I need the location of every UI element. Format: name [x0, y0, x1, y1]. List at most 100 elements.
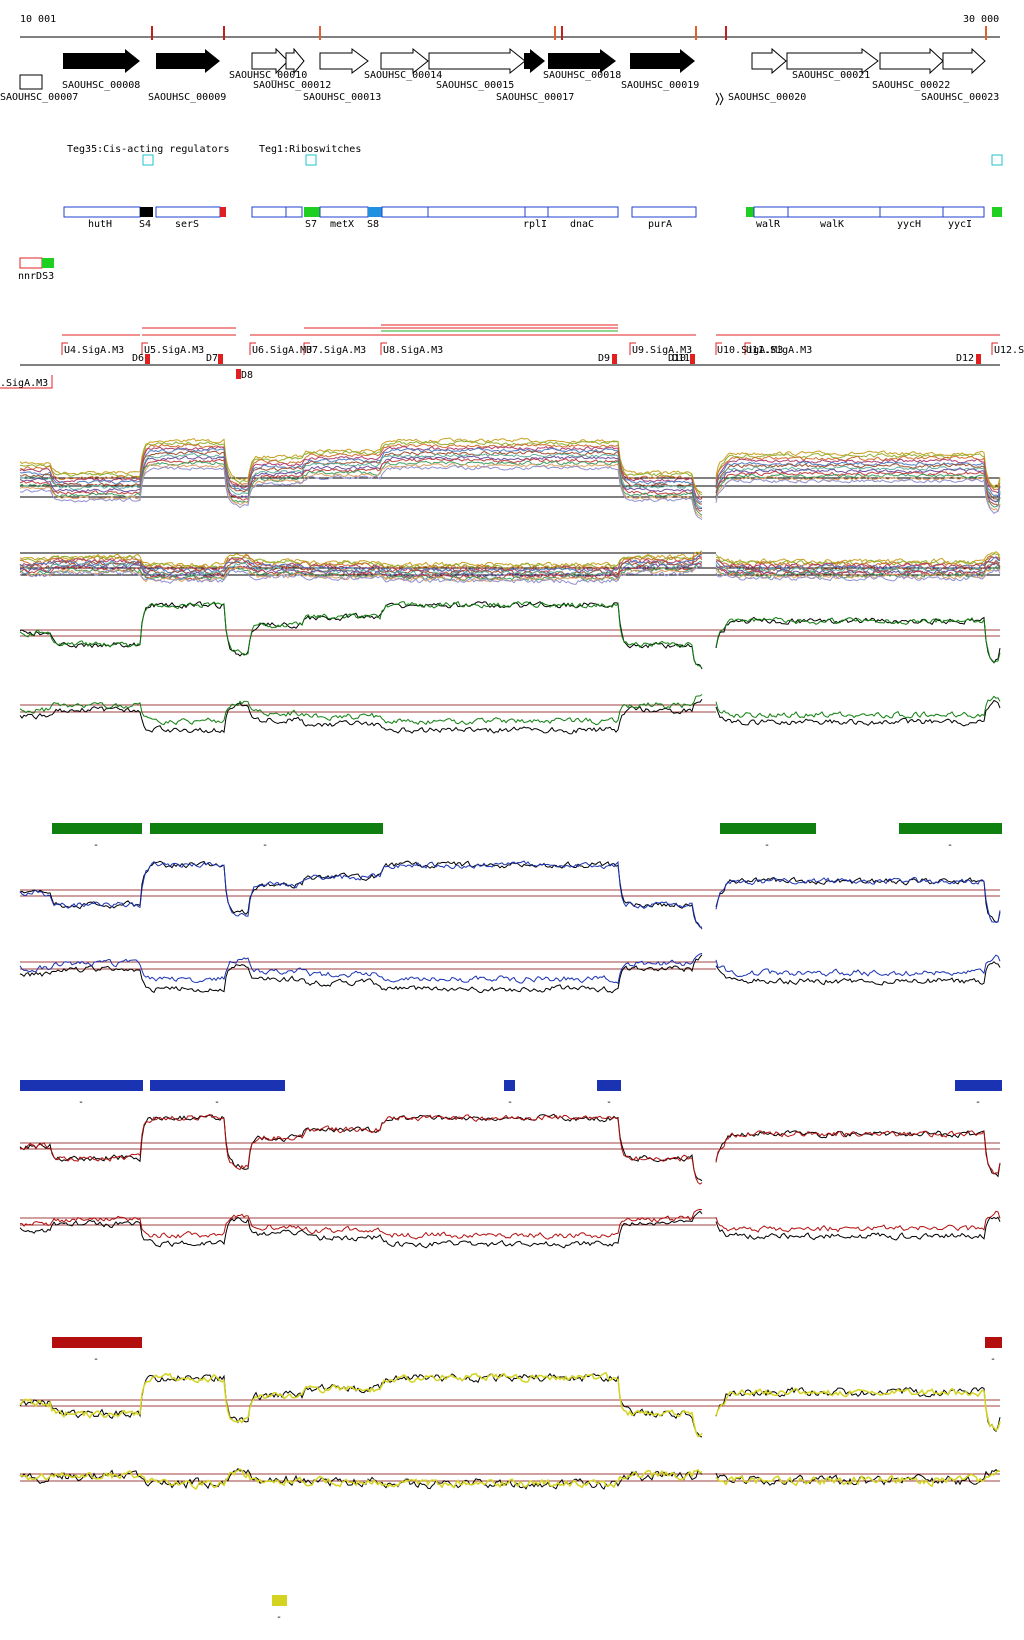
break-icon	[715, 92, 724, 106]
annotation-label: S4	[139, 219, 151, 230]
signal-trace	[19, 455, 1001, 509]
gene-label: SAOUHSC_00009	[148, 92, 226, 103]
regulator-track: Teg35:Cis-acting regulators Teg1:Riboswi…	[67, 144, 1003, 166]
terminator-mark[interactable]	[612, 354, 617, 364]
annotation-box[interactable]	[631, 206, 697, 218]
terminator-label: D11	[672, 353, 690, 364]
annotation-box[interactable]	[753, 206, 985, 218]
gene-shape[interactable]	[380, 47, 429, 75]
segment-marker: -	[214, 1097, 220, 1108]
signal-trace	[19, 463, 1001, 518]
annotation-box[interactable]	[63, 206, 141, 218]
signal-trace	[19, 1210, 1001, 1249]
signal-trace	[19, 1113, 1001, 1182]
small-rna-track: nnrDS3	[18, 257, 54, 282]
small-rna-box[interactable]	[19, 257, 43, 269]
signal-trace	[19, 554, 1001, 574]
segment-marker: -	[93, 840, 99, 851]
signal-trace	[20, 1208, 1001, 1240]
small-rna-box[interactable]	[42, 258, 54, 268]
terminator-label: D7	[206, 353, 218, 364]
annotation-box[interactable]	[381, 206, 619, 218]
gene-shape[interactable]	[751, 47, 787, 75]
annotation-box[interactable]	[746, 207, 754, 217]
segment-bar[interactable]	[150, 1080, 285, 1091]
segment-bar[interactable]	[720, 823, 816, 834]
gene-shape[interactable]	[156, 49, 220, 73]
terminator-mark[interactable]	[690, 354, 695, 364]
annotation-box[interactable]	[140, 207, 153, 217]
annotation-box[interactable]	[251, 206, 303, 218]
promoter-label: U8.SigA.M3	[383, 345, 443, 356]
gene-label: SAOUHSC_00020	[728, 92, 806, 103]
signal-trace	[19, 450, 1001, 505]
segment-bar[interactable]	[20, 1080, 143, 1091]
annotation-box[interactable]	[319, 206, 369, 218]
promoter-label: U4.SigA.M3	[64, 345, 124, 356]
terminator-mark[interactable]	[236, 369, 241, 379]
gene-shape[interactable]	[879, 47, 944, 75]
gene-shape[interactable]	[942, 47, 986, 75]
regulator-box[interactable]	[991, 154, 1003, 166]
segment-bar[interactable]	[150, 823, 383, 834]
signal-trace	[19, 447, 1001, 504]
annotation-box[interactable]	[220, 207, 226, 217]
segment-marker: -	[507, 1097, 513, 1108]
segment-bar[interactable]	[985, 1337, 1002, 1348]
annotation-box[interactable]	[155, 206, 221, 218]
signal-trace	[19, 600, 1001, 669]
promoter-label: U10.SigA.M3	[717, 345, 783, 356]
gene-shape[interactable]	[630, 49, 695, 73]
terminator-mark[interactable]	[145, 354, 150, 364]
gene-label: SAOUHSC_00022	[872, 80, 950, 91]
segment-bar[interactable]	[899, 823, 1002, 834]
annotation-label: S7	[305, 219, 317, 230]
segment-bar[interactable]	[272, 1595, 287, 1606]
coordinate-ruler: 10 001 30 000	[20, 14, 1000, 40]
segment-bar[interactable]	[504, 1080, 515, 1091]
signal-trace	[19, 560, 1001, 578]
terminator-mark[interactable]	[976, 354, 981, 364]
signal-trace	[19, 457, 1001, 512]
annotation-label: rplI	[523, 219, 547, 230]
annotation-label: purA	[648, 219, 672, 230]
segment-marker: -	[78, 1097, 84, 1108]
signal-trace	[19, 460, 1001, 516]
signal-trace	[19, 445, 1001, 500]
signal-trace	[19, 1113, 1001, 1185]
segment-bar[interactable]	[52, 823, 142, 834]
segment-marker: -	[276, 1612, 282, 1623]
segment-bar[interactable]	[955, 1080, 1002, 1091]
ruler-ticks	[151, 26, 987, 40]
segment-bar[interactable]	[597, 1080, 621, 1091]
terminator-mark[interactable]	[218, 354, 223, 364]
signal-trace	[19, 860, 1001, 928]
annotation-label: hutH	[88, 219, 112, 230]
gene-shape[interactable]	[786, 48, 879, 74]
gene-label: SAOUHSC_00013	[303, 92, 381, 103]
annotation-label: S8	[367, 219, 379, 230]
signal-trace	[19, 860, 1001, 930]
regulator-box[interactable]	[305, 154, 317, 166]
gene-shape[interactable]	[285, 47, 305, 75]
gene-shape[interactable]	[19, 74, 43, 90]
gene-shape[interactable]	[63, 49, 140, 73]
gene-shape[interactable]	[319, 48, 369, 74]
annotation-box[interactable]	[304, 207, 320, 217]
gene-shape[interactable]	[524, 49, 545, 73]
annotation-track: hutH S4 serS S7 metX S8 rplI dnaC purA w…	[63, 206, 1002, 230]
annotation-box[interactable]	[992, 207, 1002, 217]
regulator-label: Teg35:Cis-acting regulators	[67, 144, 230, 155]
regulator-box[interactable]	[142, 154, 154, 166]
gene-label: SAOUHSC_00008	[62, 80, 140, 91]
gene-shape[interactable]	[251, 47, 289, 75]
segment-bar[interactable]	[52, 1337, 142, 1348]
gene-shape[interactable]	[548, 49, 616, 73]
segment-marker: -	[975, 1097, 981, 1108]
annotation-label: walR	[756, 219, 781, 230]
gene-shape[interactable]	[428, 47, 526, 75]
signal-trace	[19, 952, 1001, 984]
annotation-box[interactable]	[368, 207, 382, 217]
promoter-label: U11.SigA.M3	[746, 345, 812, 356]
segment-marker: -	[606, 1097, 612, 1108]
